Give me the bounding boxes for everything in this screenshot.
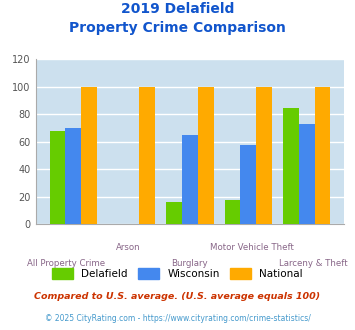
Text: 2019 Delafield: 2019 Delafield — [121, 2, 234, 16]
Bar — [283, 108, 299, 224]
Bar — [225, 200, 240, 224]
Text: Motor Vehicle Theft: Motor Vehicle Theft — [210, 243, 294, 251]
Bar — [81, 87, 97, 224]
Bar — [256, 87, 272, 224]
Bar — [140, 87, 155, 224]
Bar — [166, 202, 182, 224]
Legend: Delafield, Wisconsin, National: Delafield, Wisconsin, National — [48, 264, 307, 283]
Text: © 2025 CityRating.com - https://www.cityrating.com/crime-statistics/: © 2025 CityRating.com - https://www.city… — [45, 314, 310, 323]
Bar — [182, 135, 198, 224]
Bar — [315, 87, 330, 224]
Text: Larceny & Theft: Larceny & Theft — [279, 259, 348, 268]
Text: Burglary: Burglary — [171, 259, 208, 268]
Text: Arson: Arson — [116, 243, 141, 251]
Bar — [65, 128, 81, 224]
Bar — [198, 87, 214, 224]
Text: Compared to U.S. average. (U.S. average equals 100): Compared to U.S. average. (U.S. average … — [34, 292, 321, 301]
Text: All Property Crime: All Property Crime — [27, 259, 105, 268]
Bar — [240, 145, 256, 224]
Text: Property Crime Comparison: Property Crime Comparison — [69, 21, 286, 35]
Bar — [50, 131, 65, 224]
Bar — [299, 124, 315, 224]
